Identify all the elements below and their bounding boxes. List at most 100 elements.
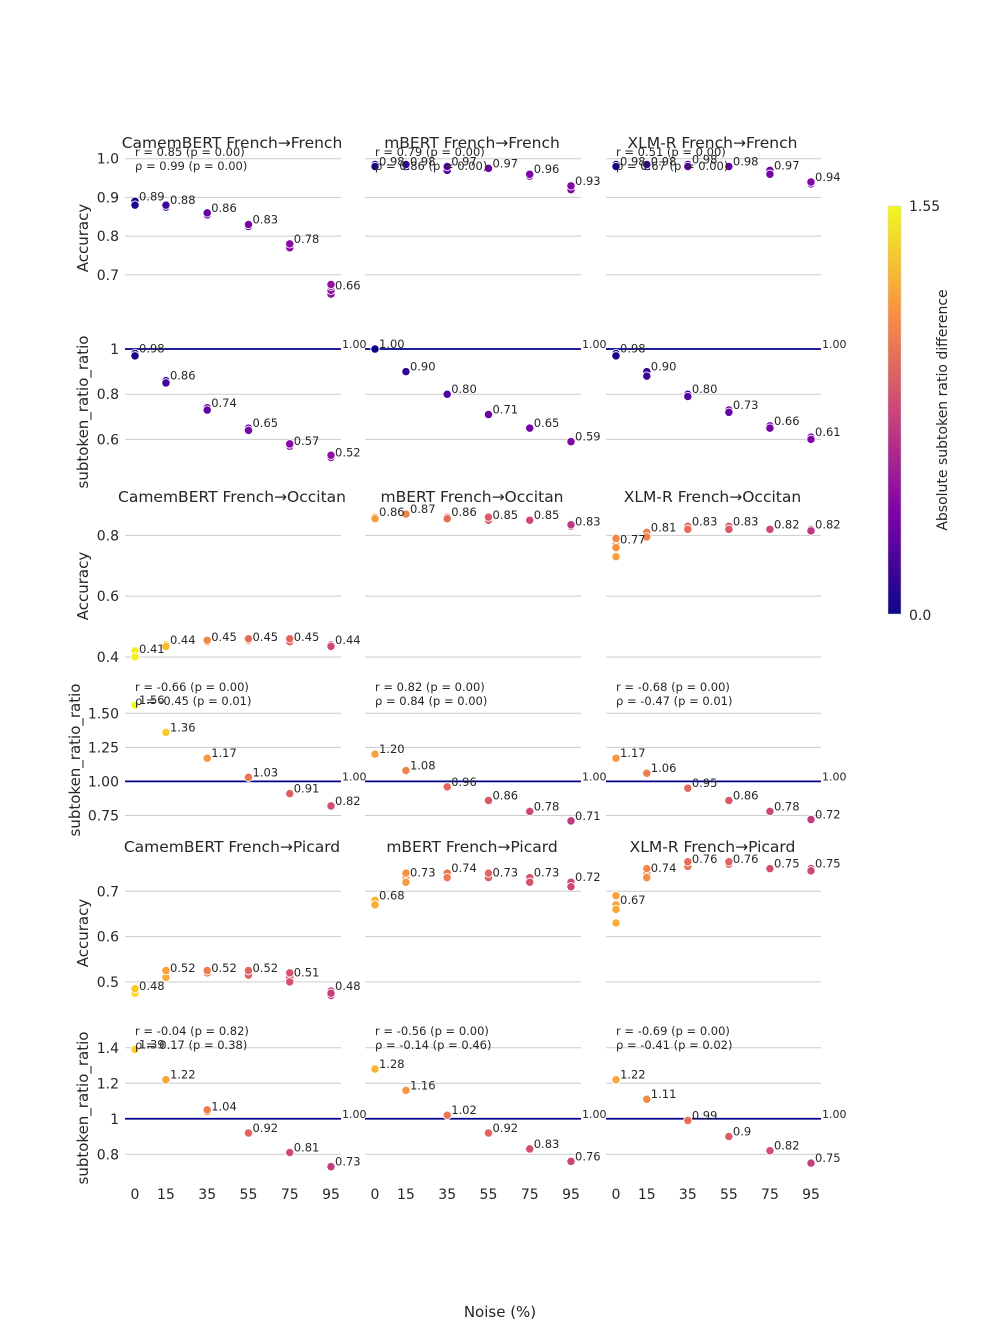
data-label: 1.22 (620, 1068, 646, 1082)
data-label: 0.97 (774, 158, 800, 172)
data-point (806, 1158, 816, 1168)
data-point (566, 181, 576, 191)
data-label: 1.22 (170, 1068, 196, 1082)
data-label: 1.03 (252, 765, 278, 779)
data-point (326, 988, 336, 998)
data-point (401, 1085, 411, 1096)
data-point (130, 1044, 140, 1055)
data-point (806, 526, 816, 536)
data-label: 0.93 (575, 174, 601, 188)
data-label: 0.73 (733, 398, 759, 412)
stats-annotation: r = 0.85 (p = 0.00) (135, 145, 245, 159)
data-label: 0.65 (534, 416, 560, 430)
panel-title: mBERT French→Picard (386, 838, 557, 856)
data-label: 0.90 (410, 360, 436, 374)
data-label: 0.52 (211, 961, 237, 975)
data-point (765, 423, 775, 433)
data-point (243, 425, 254, 436)
data-label: 0.95 (692, 776, 718, 790)
x-tick-label: 35 (679, 1187, 697, 1203)
data-point (683, 391, 693, 402)
data-point (642, 1094, 652, 1104)
data-point (525, 877, 535, 887)
data-point (370, 161, 380, 172)
panel-title: mBERT French→French (384, 134, 560, 152)
data-point (642, 873, 652, 883)
data-label: 0.80 (692, 382, 718, 396)
y-tick-label: 1.25 (88, 740, 119, 756)
data-label: 0.82 (774, 1139, 800, 1153)
data-point (525, 1144, 535, 1154)
y-tick-label: 0.4 (97, 650, 119, 666)
reference-line-label: 1.00 (582, 1108, 607, 1121)
data-point (806, 434, 816, 445)
panel-14: 0.68 0.73 0.74 0.73 0.73 0.72 mBERT French→Pic… (365, 838, 601, 983)
data-label: 0.99 (692, 1109, 718, 1123)
panel-title: CamemBERT French→Picard (124, 838, 340, 856)
data-label: 0.86 (379, 505, 405, 519)
stats-annotation: ρ = -0.14 (p = 0.46) (375, 1038, 491, 1052)
data-point (765, 1146, 775, 1156)
data-point (765, 169, 775, 179)
data-point (370, 1064, 380, 1074)
data-point (566, 437, 576, 447)
data-point (161, 965, 171, 976)
reference-line-label: 1.00 (822, 1108, 847, 1121)
data-label: 0.74 (451, 861, 477, 875)
data-label: 0.83 (534, 1137, 560, 1151)
data-label: 0.48 (139, 979, 165, 993)
y-tick-label: 1.0 (97, 152, 119, 168)
data-point (611, 542, 621, 553)
data-label: 1.36 (170, 720, 196, 734)
reference-line-label: 1.00 (582, 770, 607, 783)
data-label: 0.74 (211, 396, 237, 410)
data-point (161, 200, 171, 210)
data-point (401, 509, 411, 519)
panel-title: mBERT French→Occitan (380, 488, 563, 506)
colorbar-label: Absolute subtoken ratio difference (935, 289, 951, 530)
panel-title: XLM-R French→French (628, 134, 798, 152)
row-ylabel-accuracy-1: Accuracy (74, 204, 92, 273)
data-label: 0.82 (335, 794, 361, 808)
panel-title: CamemBERT French→French (122, 134, 343, 152)
data-point (370, 900, 380, 910)
data-label: 0.98 (651, 154, 677, 168)
data-label: 0.89 (139, 189, 165, 203)
reference-line-label: 1.00 (342, 338, 367, 351)
data-label: 0.92 (252, 1121, 278, 1135)
data-label: 0.80 (451, 382, 477, 396)
data-label: 0.76 (575, 1149, 601, 1163)
data-point (566, 816, 576, 826)
stats-annotation: ρ = 0.84 (p = 0.00) (375, 694, 487, 708)
data-label: 0.73 (335, 1155, 361, 1169)
stats-annotation: ρ = -0.45 (p = 0.01) (135, 694, 251, 708)
data-point (806, 814, 816, 825)
panel-12: 1.00 1.17 1.06 0.95 0.86 0.78 0.72 r = -0.68 (p… (606, 680, 847, 825)
data-point (683, 857, 693, 867)
data-label: 0.83 (692, 514, 718, 528)
data-label: 0.66 (774, 414, 800, 428)
data-point (202, 1105, 212, 1115)
data-label: 0.83 (733, 514, 759, 528)
y-tick-label: 0.6 (97, 589, 119, 605)
y-tick-label: 1.4 (97, 1041, 119, 1057)
y-tick-label: 0.5 (97, 975, 119, 991)
data-point (611, 1075, 621, 1085)
data-label: 0.67 (620, 893, 646, 907)
x-tick-label: 15 (157, 1187, 175, 1203)
data-label: 0.68 (379, 888, 405, 902)
data-label: 0.98 (379, 154, 405, 168)
data-point (765, 806, 775, 817)
colorbar: 1.55 0.0 Absolute subtoken ratio differe… (887, 199, 951, 624)
data-point (806, 177, 816, 187)
data-point (442, 161, 452, 172)
data-point (724, 161, 734, 172)
data-point (683, 524, 693, 534)
data-point (724, 407, 734, 417)
data-point (724, 795, 734, 806)
x-tick-label: 35 (198, 1187, 216, 1203)
data-label: 0.72 (575, 870, 601, 884)
data-label: 0.48 (335, 979, 361, 993)
panel-5: 1.00 1.00 0.90 0.80 0.71 0.65 0.59 (365, 337, 607, 447)
data-label: 0.91 (294, 782, 320, 796)
